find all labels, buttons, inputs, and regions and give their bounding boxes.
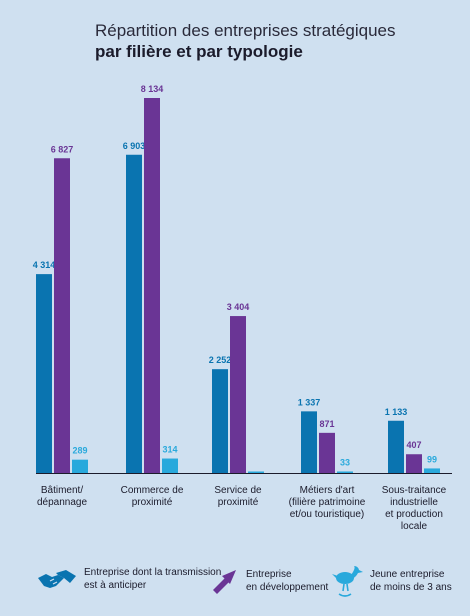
bar-jeune-1 — [162, 458, 178, 473]
category-label-1: Commerce de proximité — [121, 485, 184, 508]
data-label-transmission-1: 6 903 — [123, 141, 146, 151]
category-label-3: Métiers d'art (filière patrimoine et/ou to… — [289, 485, 366, 520]
legend-item-jeune: Jeune entreprise de moins de 3 ans — [332, 564, 452, 598]
data-label-jeune-3: 33 — [340, 457, 350, 467]
data-label-developpement-3: 871 — [319, 419, 334, 429]
legend-label-developpement: Entreprise en développement — [246, 569, 329, 593]
bar-developpement-0 — [54, 158, 70, 473]
legend-item-developpement: Entreprise en développement — [210, 566, 328, 596]
data-label-jeune-4: 99 — [427, 454, 437, 464]
bar-transmission-2 — [212, 369, 228, 473]
chart-legend: Entreprise dont la transmission est à an… — [0, 560, 470, 610]
data-label-developpement-4: 407 — [406, 440, 421, 450]
chart-title-line2: par filière et par typologie — [95, 42, 303, 61]
data-label-developpement-0: 6 827 — [51, 144, 74, 154]
bar-jeune-0 — [72, 459, 88, 473]
bar-transmission-0 — [36, 274, 52, 473]
bar-transmission-1 — [126, 154, 142, 474]
bar-developpement-3 — [319, 432, 335, 473]
bar-transmission-4 — [388, 420, 404, 473]
bar-jeune-3 — [337, 471, 353, 473]
data-label-transmission-2: 2 252 — [209, 355, 232, 365]
legend-label-transmission: Entreprise dont la transmission est à an… — [84, 567, 222, 591]
bar-developpement-4 — [406, 454, 422, 473]
bar-transmission-3 — [301, 411, 317, 473]
legend-label-jeune: Jeune entreprise de moins de 3 ans — [370, 569, 452, 593]
stork-icon — [332, 566, 363, 597]
handshake-icon — [38, 570, 76, 588]
bar-jeune-2 — [248, 471, 264, 473]
data-label-transmission-3: 1 337 — [298, 397, 321, 407]
data-label-transmission-4: 1 133 — [385, 407, 408, 417]
data-label-transmission-0: 4 314 — [33, 260, 56, 270]
category-label-0: Bâtiment/dépannage — [37, 485, 87, 508]
data-label-jeune-0: 289 — [72, 446, 87, 456]
chart-title: Répartition des entreprises stratégiques… — [95, 20, 455, 62]
bar-jeune-4 — [424, 468, 440, 473]
bar-developpement-2 — [230, 316, 246, 473]
category-label-4: Sous-traitance industrielle et production l… — [382, 485, 447, 532]
data-label-jeune-1: 314 — [162, 445, 177, 455]
legend-item-transmission: Entreprise dont la transmission est à an… — [36, 566, 221, 592]
chart-title-line1: Répartition des entreprises stratégiques — [95, 21, 396, 40]
data-label-developpement-1: 8 134 — [141, 84, 164, 94]
rising-arrow-icon — [213, 570, 236, 594]
bar-developpement-1 — [144, 98, 160, 473]
bar-chart: 4 314 6 903 2 252 1 337 1 133 6 827 8 134 3 404… — [33, 84, 452, 532]
category-label-2: Service de proximité — [214, 485, 262, 508]
data-label-developpement-2: 3 404 — [227, 302, 250, 312]
